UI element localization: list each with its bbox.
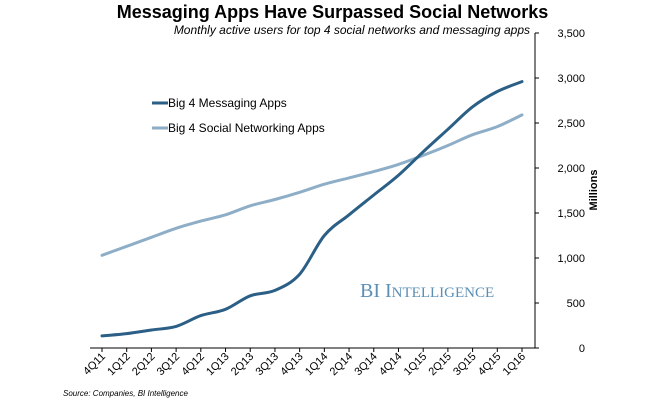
y-tick-label: 500 xyxy=(567,298,585,310)
x-tick-label: 4Q11 xyxy=(81,351,108,378)
data-point-messaging xyxy=(176,326,177,327)
x-tick-label: 3Q12 xyxy=(155,351,183,379)
data-point-social xyxy=(299,192,300,193)
data-point-social xyxy=(274,199,275,200)
data-point-messaging xyxy=(398,175,399,176)
data-point-social xyxy=(102,255,103,256)
data-point-messaging xyxy=(200,315,201,316)
bi-intelligence-watermark: BI INTELLIGENCE xyxy=(360,280,494,302)
x-tick-label: 3Q14 xyxy=(352,351,380,379)
x-tick-label: 4Q15 xyxy=(476,351,504,379)
data-point-messaging xyxy=(274,290,275,291)
data-point-social xyxy=(398,164,399,165)
data-point-social xyxy=(349,177,350,178)
data-point-messaging xyxy=(373,195,374,196)
x-tick-label: 2Q12 xyxy=(130,351,158,379)
data-point-social xyxy=(373,171,374,172)
watermark-part-2: I xyxy=(385,280,392,302)
y-tick-label: 2,000 xyxy=(557,163,585,175)
y-tick-label: 3,500 xyxy=(557,28,585,40)
x-tick-label: 2Q14 xyxy=(328,351,356,379)
x-axis: 4Q111Q122Q123Q124Q121Q132Q133Q134Q131Q14… xyxy=(81,347,535,379)
y-tick-label: 1,500 xyxy=(557,208,585,220)
x-tick-label: 2Q13 xyxy=(229,351,257,379)
source-note: Source: Companies, BI Intelligence xyxy=(63,389,188,398)
y-tick-label: 2,500 xyxy=(557,118,585,130)
data-point-social xyxy=(423,155,424,156)
x-tick-label: 1Q13 xyxy=(204,351,232,379)
data-point-messaging xyxy=(250,295,251,296)
y-tick-label: 3,000 xyxy=(557,73,585,85)
data-point-social xyxy=(151,237,152,238)
x-tick-label: 3Q15 xyxy=(451,351,479,379)
data-point-messaging xyxy=(126,333,127,334)
watermark-part-1: BI xyxy=(360,280,385,302)
data-point-social xyxy=(225,214,226,215)
data-point-messaging xyxy=(324,235,325,236)
x-tick-label: 1Q16 xyxy=(501,351,529,379)
y-tick-label: 0 xyxy=(579,343,585,355)
chart-subtitle: Monthly active users for top 4 social ne… xyxy=(173,23,530,37)
chart-title: Messaging Apps Have Surpassed Social Net… xyxy=(116,2,549,22)
data-point-social xyxy=(447,145,448,146)
data-point-social xyxy=(200,221,201,222)
watermark-part-3: NTELLIGENCE xyxy=(392,285,494,301)
data-point-social xyxy=(126,246,127,247)
x-tick-label: 4Q12 xyxy=(179,351,207,379)
x-tick-label: 1Q14 xyxy=(303,351,331,379)
x-tick-label: 1Q15 xyxy=(402,351,430,379)
data-point-social xyxy=(472,134,473,135)
data-point-messaging xyxy=(225,309,226,310)
data-point-messaging xyxy=(423,151,424,152)
x-tick-label: 1Q12 xyxy=(105,351,133,379)
data-point-messaging xyxy=(497,91,498,92)
data-point-messaging xyxy=(447,129,448,130)
data-point-social xyxy=(250,205,251,206)
y-axis-label: Millions xyxy=(588,170,600,211)
x-tick-label: 3Q13 xyxy=(254,351,282,379)
x-tick-label: 4Q13 xyxy=(278,351,306,379)
legend-label-social: Big 4 Social Networking Apps xyxy=(168,121,325,135)
data-point-messaging xyxy=(349,214,350,215)
legend-label-messaging: Big 4 Messaging Apps xyxy=(168,96,287,110)
data-point-messaging xyxy=(472,106,473,107)
x-tick-label: 2Q15 xyxy=(426,351,454,379)
data-point-messaging xyxy=(299,274,300,275)
legend: Big 4 Messaging Apps Big 4 Social Networ… xyxy=(152,96,325,135)
y-tick-label: 1,000 xyxy=(557,253,585,265)
data-point-messaging xyxy=(151,330,152,331)
series-line-messaging xyxy=(100,80,524,338)
data-point-messaging xyxy=(102,335,103,336)
data-point-social xyxy=(522,114,523,115)
series-line-social xyxy=(100,113,524,257)
data-point-social xyxy=(497,126,498,127)
data-point-social xyxy=(176,228,177,229)
data-point-messaging xyxy=(522,81,523,82)
series-layer xyxy=(100,80,524,338)
y-axis: 0 500 1,000 1,500 2,000 2,500 3,000 3,500 xyxy=(534,28,585,355)
data-point-social xyxy=(324,184,325,185)
x-tick-label: 4Q14 xyxy=(377,351,405,379)
